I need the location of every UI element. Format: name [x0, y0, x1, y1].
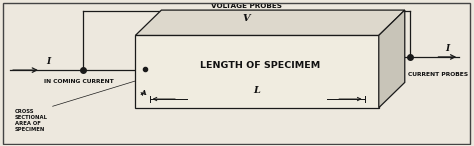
Text: VOLTAGE PROBES: VOLTAGE PROBES [211, 3, 282, 9]
Polygon shape [136, 10, 405, 35]
Polygon shape [136, 35, 379, 108]
Text: I: I [46, 57, 50, 66]
Text: L: L [254, 86, 261, 95]
Text: CURRENT PROBES: CURRENT PROBES [409, 72, 469, 77]
Text: CROSS
SECTIONAL
AREA OF
SPECIMEN: CROSS SECTIONAL AREA OF SPECIMEN [15, 109, 48, 132]
Text: I: I [445, 44, 449, 53]
Polygon shape [379, 10, 405, 108]
Text: IN COMING CURRENT: IN COMING CURRENT [44, 79, 114, 84]
Text: LENGTH OF SPECIMEM: LENGTH OF SPECIMEM [200, 61, 320, 70]
Text: A: A [140, 89, 146, 97]
Text: V: V [243, 14, 250, 23]
